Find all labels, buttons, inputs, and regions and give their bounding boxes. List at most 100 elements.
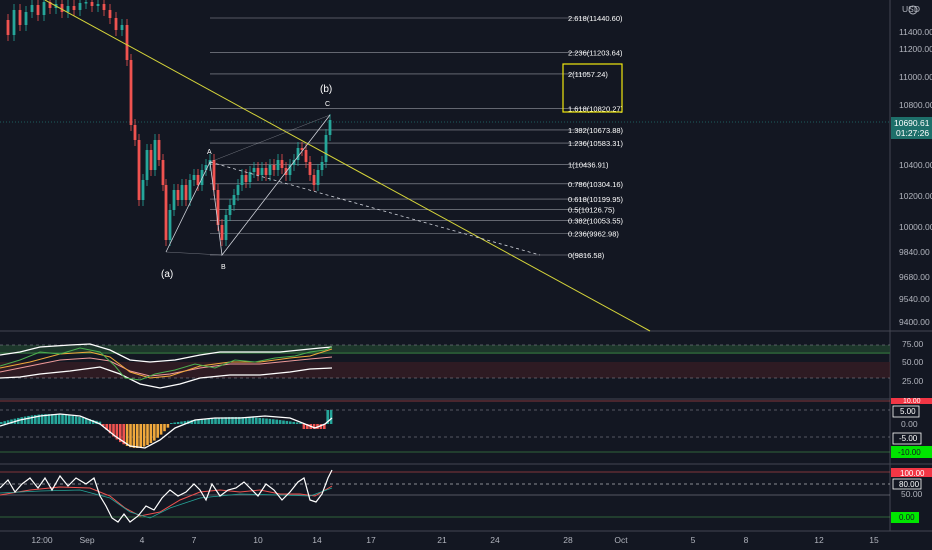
momentum-bar (275, 419, 278, 424)
momentum-bar (122, 424, 125, 445)
candle-body (252, 168, 256, 172)
date-label: 14 (312, 535, 322, 545)
momentum-bar (214, 417, 217, 424)
candle-body (300, 148, 304, 150)
candle-body (308, 162, 312, 175)
momentum-bar (51, 414, 54, 424)
candle-body (141, 180, 145, 200)
osc2-signal (0, 413, 333, 449)
candle-body (312, 175, 316, 185)
momentum-bar (166, 424, 170, 428)
osc3-label: 50.00 (901, 489, 923, 499)
price-axis-label: 10800.00 (899, 100, 932, 110)
momentum-bar (23, 416, 27, 424)
highlight-box[interactable] (562, 63, 623, 113)
candle-body (212, 160, 216, 190)
momentum-bar (234, 417, 238, 424)
momentum-bar (98, 421, 102, 424)
date-label: 7 (192, 535, 197, 545)
candle-body (260, 168, 264, 175)
momentum-bar (71, 415, 74, 424)
candle-body (288, 165, 292, 175)
fib-level-label: 1.618(10820.27) (568, 105, 624, 114)
candle-body (272, 165, 276, 170)
momentum-bar (156, 424, 159, 438)
last-price-value: 10690.61 (894, 118, 930, 128)
momentum-bar (295, 422, 299, 424)
momentum-bar (125, 424, 129, 446)
osc1-fast (0, 346, 333, 381)
osc2-label: 10.00 (903, 398, 921, 405)
candle-body (264, 168, 268, 175)
momentum-bar (238, 417, 241, 424)
candle-body (145, 150, 149, 180)
momentum-bar (193, 419, 197, 424)
candle-body (157, 140, 161, 160)
candle-body (256, 168, 260, 175)
osc3-label: 80.00 (899, 480, 920, 489)
osc3-fast (0, 469, 333, 523)
momentum-bar (44, 414, 47, 424)
osc2-label: -5.00 (899, 434, 918, 443)
abc-pattern[interactable]: A B C (a) (b) (161, 84, 332, 280)
descending-trendline[interactable] (44, 0, 651, 332)
candle-body (236, 185, 240, 195)
momentum-bar (282, 420, 285, 424)
momentum-bar (30, 415, 34, 424)
oscillator-panel-2[interactable]: 10.00 5.00 0.00 -5.00 -10.00 (0, 398, 932, 458)
fib-level-label: 1(10436.91) (568, 160, 609, 169)
momentum-bar (91, 419, 95, 424)
momentum-bar (112, 424, 115, 437)
date-label: 17 (366, 535, 376, 545)
candle-body (42, 2, 46, 15)
price-axis-label: 11400.00 (899, 27, 932, 37)
momentum-bar (261, 418, 265, 424)
candle-body (72, 6, 76, 10)
oscillator-panel-1[interactable]: 75.00 50.00 25.00 (0, 339, 924, 389)
price-axis-label: 10000.00 (899, 222, 932, 232)
candle-body (84, 2, 88, 4)
momentum-bar (210, 417, 214, 424)
candle-body (168, 210, 172, 240)
momentum-bar (0, 422, 3, 424)
price-axis[interactable]: 11400.00 11200.00 11000.00 10800.00 1040… (899, 27, 932, 327)
osc3-mid (0, 487, 333, 519)
momentum-bar (231, 417, 234, 424)
momentum-bar (27, 415, 30, 424)
candle-body (176, 190, 180, 200)
candle-body (268, 165, 272, 175)
candle-body (137, 140, 141, 200)
candle-body (153, 140, 157, 170)
oscillator-panel-3[interactable]: 100.00 80.00 50.00 0.00 (0, 468, 932, 523)
momentum-bar (197, 419, 200, 424)
fib-level-label: 2.618(11440.60) (568, 14, 623, 23)
candle-body (228, 205, 232, 215)
momentum-bar (292, 421, 295, 424)
momentum-bar (207, 418, 210, 424)
time-axis[interactable]: 12:00 Sep 4 7 10 14 17 21 24 28 Oct 5 8 … (31, 535, 879, 545)
candle-body (102, 4, 106, 10)
momentum-bar (34, 414, 37, 424)
fibonacci-extension[interactable]: 2.618(11440.60) 2.236(11203.64) 2(11057.24… (210, 14, 624, 260)
fib-level-label: 0.382(10053.55) (568, 216, 624, 225)
candle-body (276, 160, 280, 170)
osc2-label: -10.00 (898, 448, 921, 457)
date-label: 28 (563, 535, 573, 545)
fib-level-label: 0.618(10199.95) (568, 195, 624, 204)
momentum-bar (278, 420, 282, 424)
momentum-bar (180, 421, 183, 424)
momentum-bar (68, 415, 71, 424)
candle-body (78, 3, 82, 10)
candle-body (36, 5, 40, 15)
fib-level-label: 1.236(10583.31) (568, 139, 624, 148)
last-price-badge: 10690.61 01:27:26 (891, 117, 932, 139)
fib-level-label: 0(9816.58) (568, 251, 605, 260)
candle-body (296, 148, 300, 160)
momentum-bar (289, 421, 292, 424)
osc2-label: 0.00 (901, 419, 918, 429)
settings-icon[interactable] (908, 5, 918, 15)
date-label: 12:00 (31, 535, 53, 545)
candle-body (114, 18, 118, 30)
wave-a-label: (a) (161, 269, 173, 280)
